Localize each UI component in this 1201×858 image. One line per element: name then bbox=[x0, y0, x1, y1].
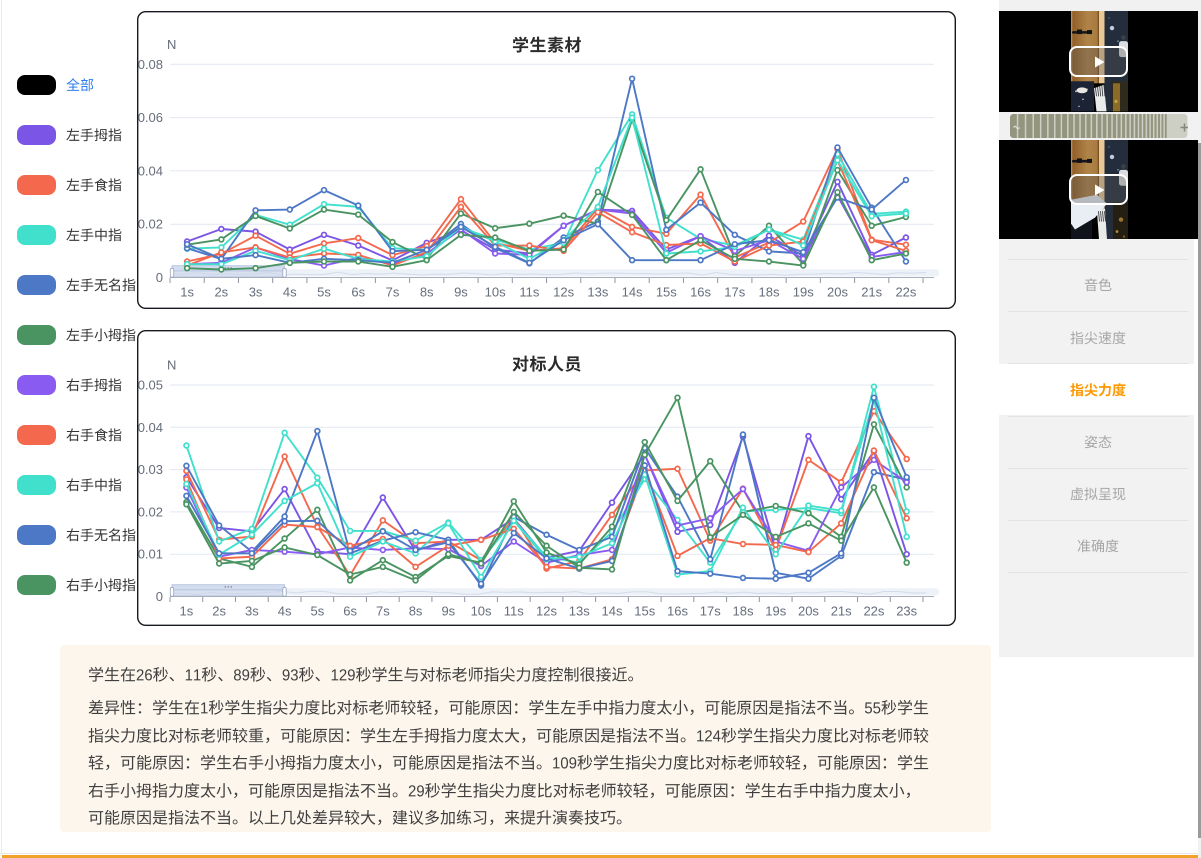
svg-text:0.05: 0.05 bbox=[138, 378, 163, 393]
svg-text:10s: 10s bbox=[471, 604, 492, 619]
svg-text:9s: 9s bbox=[454, 285, 468, 300]
svg-text:0: 0 bbox=[156, 270, 163, 285]
svg-text:18s: 18s bbox=[732, 604, 753, 619]
svg-text:18s: 18s bbox=[759, 285, 780, 300]
svg-text:2s: 2s bbox=[212, 604, 226, 619]
svg-text:13s: 13s bbox=[587, 285, 608, 300]
svg-text:N: N bbox=[167, 358, 176, 373]
svg-text:0.04: 0.04 bbox=[138, 163, 163, 178]
svg-text:1s: 1s bbox=[180, 604, 194, 619]
svg-text:4s: 4s bbox=[278, 604, 292, 619]
svg-text:16s: 16s bbox=[690, 285, 711, 300]
svg-text:10s: 10s bbox=[485, 285, 506, 300]
svg-text:15s: 15s bbox=[656, 285, 677, 300]
svg-text:0.08: 0.08 bbox=[138, 57, 163, 72]
svg-text:19s: 19s bbox=[765, 604, 786, 619]
svg-text:1s: 1s bbox=[180, 285, 194, 300]
svg-text:20s: 20s bbox=[798, 604, 819, 619]
svg-text:17s: 17s bbox=[724, 285, 745, 300]
svg-text:7s: 7s bbox=[386, 285, 400, 300]
svg-text:2s: 2s bbox=[214, 285, 228, 300]
svg-text:8s: 8s bbox=[420, 285, 434, 300]
svg-text:5s: 5s bbox=[310, 604, 324, 619]
svg-text:N: N bbox=[167, 37, 176, 52]
svg-text:17s: 17s bbox=[700, 604, 721, 619]
svg-text:9s: 9s bbox=[441, 604, 455, 619]
svg-text:15s: 15s bbox=[634, 604, 655, 619]
svg-text:14s: 14s bbox=[602, 604, 623, 619]
svg-text:12s: 12s bbox=[536, 604, 557, 619]
svg-text:0.01: 0.01 bbox=[138, 547, 163, 562]
svg-text:3s: 3s bbox=[249, 285, 263, 300]
svg-text:23s: 23s bbox=[896, 604, 917, 619]
svg-text:20s: 20s bbox=[827, 285, 848, 300]
svg-text:0.06: 0.06 bbox=[138, 110, 163, 125]
svg-text:0.02: 0.02 bbox=[138, 504, 163, 519]
svg-text:16s: 16s bbox=[667, 604, 688, 619]
svg-text:0.03: 0.03 bbox=[138, 462, 163, 477]
svg-text:22s: 22s bbox=[895, 285, 916, 300]
svg-text:11s: 11s bbox=[504, 604, 524, 619]
svg-text:0.02: 0.02 bbox=[138, 217, 163, 232]
svg-text:14s: 14s bbox=[622, 285, 643, 300]
svg-text:12s: 12s bbox=[553, 285, 574, 300]
svg-text:0.04: 0.04 bbox=[138, 420, 163, 435]
svg-text:3s: 3s bbox=[245, 604, 259, 619]
svg-text:0: 0 bbox=[156, 589, 163, 604]
svg-text:6s: 6s bbox=[351, 285, 365, 300]
svg-text:22s: 22s bbox=[863, 604, 884, 619]
svg-text:13s: 13s bbox=[569, 604, 590, 619]
svg-text:8s: 8s bbox=[409, 604, 423, 619]
svg-text:21s: 21s bbox=[861, 285, 882, 300]
svg-text:6s: 6s bbox=[343, 604, 357, 619]
svg-text:21s: 21s bbox=[831, 604, 852, 619]
svg-text:19s: 19s bbox=[793, 285, 814, 300]
svg-text:7s: 7s bbox=[376, 604, 390, 619]
svg-text:11s: 11s bbox=[519, 285, 539, 300]
svg-text:5s: 5s bbox=[317, 285, 331, 300]
svg-text:4s: 4s bbox=[283, 285, 297, 300]
